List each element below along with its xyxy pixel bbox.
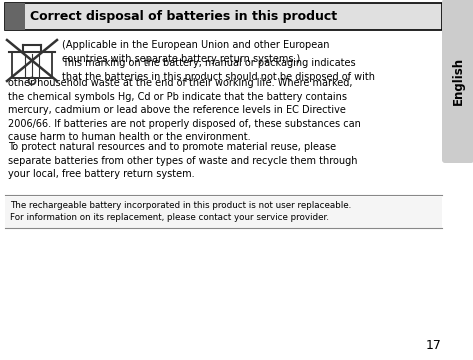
Text: The rechargeable battery incorporated in this product is not user replaceable.
F: The rechargeable battery incorporated in… xyxy=(10,201,351,222)
Text: This marking on the battery, manual or packaging indicates
that the batteries in: This marking on the battery, manual or p… xyxy=(62,58,375,82)
Text: Correct disposal of batteries in this product: Correct disposal of batteries in this pr… xyxy=(30,10,337,23)
Text: English: English xyxy=(452,57,464,105)
Bar xyxy=(5,3,25,30)
FancyBboxPatch shape xyxy=(442,0,473,163)
Text: To protect natural resources and to promote material reuse, please
separate batt: To protect natural resources and to prom… xyxy=(8,142,358,179)
Text: 17: 17 xyxy=(426,339,442,352)
Text: (Applicable in the European Union and other European
countries with separate bat: (Applicable in the European Union and ot… xyxy=(62,40,330,64)
Bar xyxy=(12,52,52,78)
Bar xyxy=(5,197,442,228)
Text: other household waste at the end of their working life. Where marked,
the chemic: other household waste at the end of thei… xyxy=(8,78,361,143)
Bar xyxy=(5,3,442,30)
